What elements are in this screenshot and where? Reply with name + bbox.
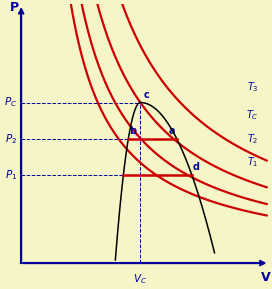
- Text: $T_1$: $T_1$: [247, 155, 258, 169]
- Text: $P_2$: $P_2$: [5, 132, 17, 146]
- Text: b: b: [129, 126, 137, 136]
- Text: d: d: [193, 162, 200, 173]
- Text: a: a: [169, 126, 175, 136]
- Text: $V_C$: $V_C$: [133, 272, 147, 286]
- Text: $P_C$: $P_C$: [4, 96, 17, 110]
- Text: $P_1$: $P_1$: [5, 168, 17, 182]
- Text: P: P: [10, 1, 19, 14]
- Text: $T_C$: $T_C$: [246, 109, 258, 122]
- Text: $T_2$: $T_2$: [247, 132, 258, 146]
- Text: V: V: [261, 271, 271, 284]
- Text: $T_3$: $T_3$: [246, 80, 258, 94]
- Text: c: c: [144, 90, 150, 100]
